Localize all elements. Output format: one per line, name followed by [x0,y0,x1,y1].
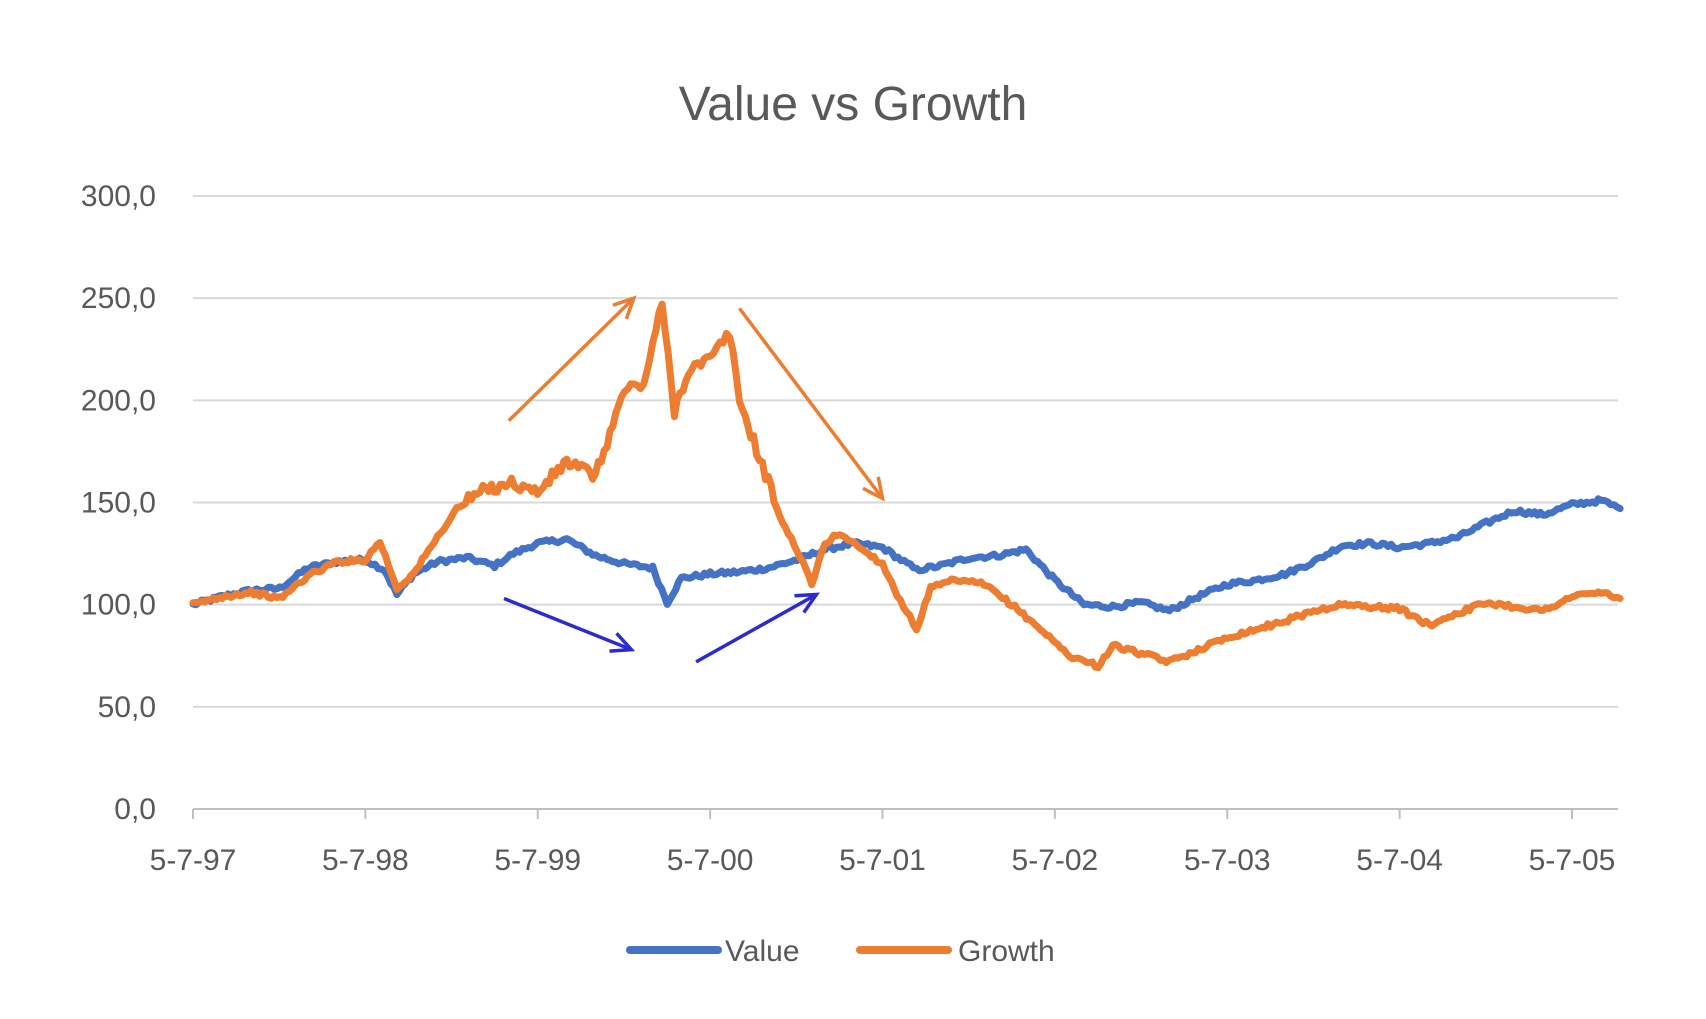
trend-arrow-shaft [503,596,633,652]
trend-arrow [695,592,820,664]
trend-arrow [738,307,885,502]
x-axis-tick-labels: 5-7-97 5-7-98 5-7-99 5-7-00 5-7-01 5-7-02 5-7-… [150,809,1616,877]
trend-arrow-shaft [738,307,884,500]
trend-arrow-head [612,295,637,320]
trend-arrow [507,295,637,423]
legend-label: Growth [958,935,1055,968]
x-tick-label: 5-7-05 [1529,844,1616,877]
legend-item-value: Value [626,935,800,968]
legend: Value Growth [626,935,1055,968]
x-tick-label: 5-7-04 [1356,844,1443,877]
trend-arrow-shaft [695,592,818,664]
x-tick-label: 5-7-97 [150,844,237,877]
y-tick-label: 50,0 [98,691,156,724]
y-tick-label: 0,0 [114,793,156,826]
trend-arrow-head [794,592,820,614]
x-tick-label: 5-7-00 [667,844,754,877]
trend-arrow-head [609,632,636,653]
trend-arrow-head [862,476,885,502]
legend-label: Value [725,935,800,968]
series-line-growth [189,300,1624,672]
y-tick-label: 200,0 [81,384,156,417]
y-tick-label: 300,0 [81,180,156,213]
series-line-value [189,495,1624,615]
chart-title: Value vs Growth [679,78,1028,131]
y-tick-label: 100,0 [81,589,156,622]
x-tick-label: 5-7-98 [322,844,409,877]
trend-arrow [503,596,636,653]
series-lines [189,300,1624,672]
x-tick-label: 5-7-03 [1184,844,1271,877]
y-tick-label: 250,0 [81,282,156,315]
y-axis-tick-labels: 0,0 50,0 100,0 150,0 200,0 250,0 300,0 [81,180,156,826]
x-tick-label: 5-7-99 [494,844,581,877]
x-tick-label: 5-7-02 [1012,844,1099,877]
x-tick-label: 5-7-01 [839,844,926,877]
y-tick-label: 150,0 [81,487,156,520]
gridlines [193,195,1618,810]
legend-item-growth: Growth [856,935,1055,968]
trend-arrow-shaft [507,296,636,423]
trend-arrows [503,295,885,664]
